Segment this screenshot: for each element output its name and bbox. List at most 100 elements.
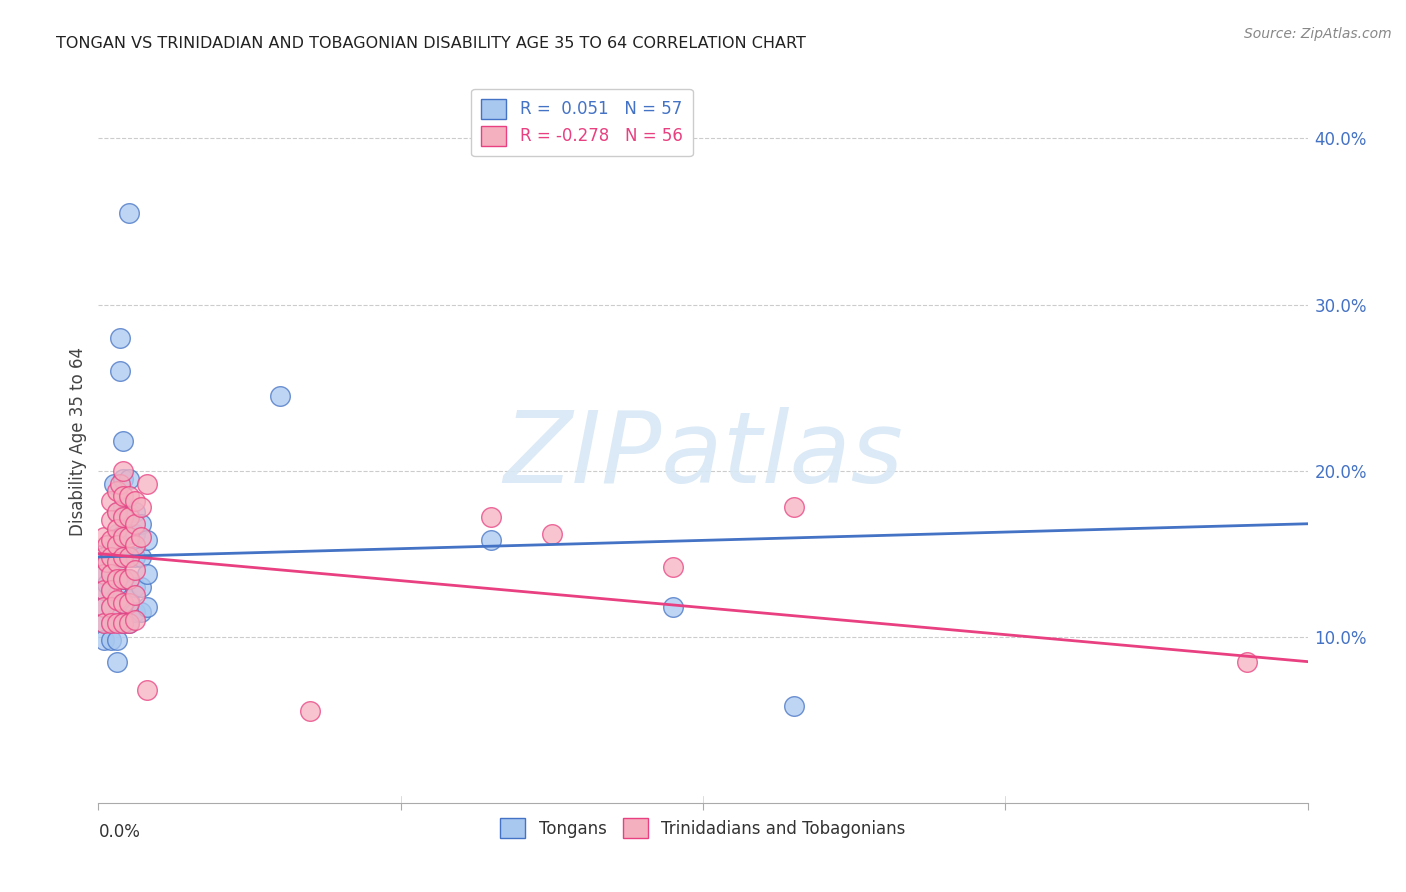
Point [105,483,128,498]
Point [105,522,128,536]
Point [105,572,128,586]
Point [661,560,683,574]
Point [105,566,128,581]
Point [118,206,141,220]
Point [100,583,122,598]
Point [118,572,141,586]
Point [118,526,141,541]
Point [103,476,125,491]
Point [100,533,122,548]
Point [100,583,122,598]
Point [111,500,134,515]
Point [105,655,128,669]
Point [111,530,134,544]
Point [481,533,503,548]
Point [111,472,134,486]
Point [135,476,157,491]
Point [661,599,683,614]
Point [124,516,146,531]
Point [118,593,141,607]
Point [93,547,115,561]
Point [93,599,115,614]
Point [93,583,115,598]
Point [111,510,134,524]
Text: 0.0%: 0.0% [98,823,141,841]
Point [100,513,122,527]
Point [111,572,134,586]
Point [100,549,122,564]
Point [100,493,122,508]
Point [93,566,115,581]
Point [105,633,128,648]
Text: Source: ZipAtlas.com: Source: ZipAtlas.com [1244,27,1392,41]
Point [783,500,806,515]
Point [135,533,157,548]
Point [100,633,122,648]
Point [105,538,128,552]
Point [100,599,122,614]
Point [105,593,128,607]
Point [118,489,141,503]
Point [105,505,128,519]
Point [783,699,806,714]
Legend: Tongans, Trinidadians and Tobagonians: Tongans, Trinidadians and Tobagonians [494,812,912,845]
Point [108,476,131,491]
Point [129,605,152,619]
Point [111,597,134,611]
Point [269,389,291,403]
Point [124,505,146,519]
Point [93,616,115,631]
Point [111,526,134,541]
Point [124,549,146,564]
Point [118,616,141,631]
Point [105,609,128,624]
Point [100,616,122,631]
Point [108,364,131,378]
Point [105,555,128,569]
Point [299,705,322,719]
Text: TONGAN VS TRINIDADIAN AND TOBAGONIAN DISABILITY AGE 35 TO 64 CORRELATION CHART: TONGAN VS TRINIDADIAN AND TOBAGONIAN DIS… [56,36,806,51]
Point [118,597,141,611]
Point [124,493,146,508]
Point [129,530,152,544]
Point [100,543,122,558]
Point [111,549,134,564]
Point [100,563,122,577]
Point [100,616,122,631]
Point [100,599,122,614]
Point [129,580,152,594]
Point [111,489,134,503]
Point [129,500,152,515]
Point [93,583,115,598]
Point [96,555,118,569]
Point [118,549,141,564]
Point [118,505,141,519]
Point [111,616,134,631]
Point [111,597,134,611]
Point [135,566,157,581]
Point [118,510,141,524]
Point [100,566,122,581]
Point [129,549,152,564]
Point [111,464,134,478]
Point [124,538,146,552]
Point [93,616,115,631]
Point [118,572,141,586]
Point [105,526,128,541]
Point [96,576,118,591]
Point [124,613,146,627]
Point [118,616,141,631]
Point [129,516,152,531]
Point [93,566,115,581]
Point [111,434,134,448]
Point [111,572,134,586]
Point [124,563,146,577]
Point [481,510,503,524]
Point [118,549,141,564]
Point [124,605,146,619]
Point [105,547,128,561]
Point [105,505,128,519]
Point [93,530,115,544]
Y-axis label: Disability Age 35 to 64: Disability Age 35 to 64 [69,347,87,536]
Point [96,538,118,552]
